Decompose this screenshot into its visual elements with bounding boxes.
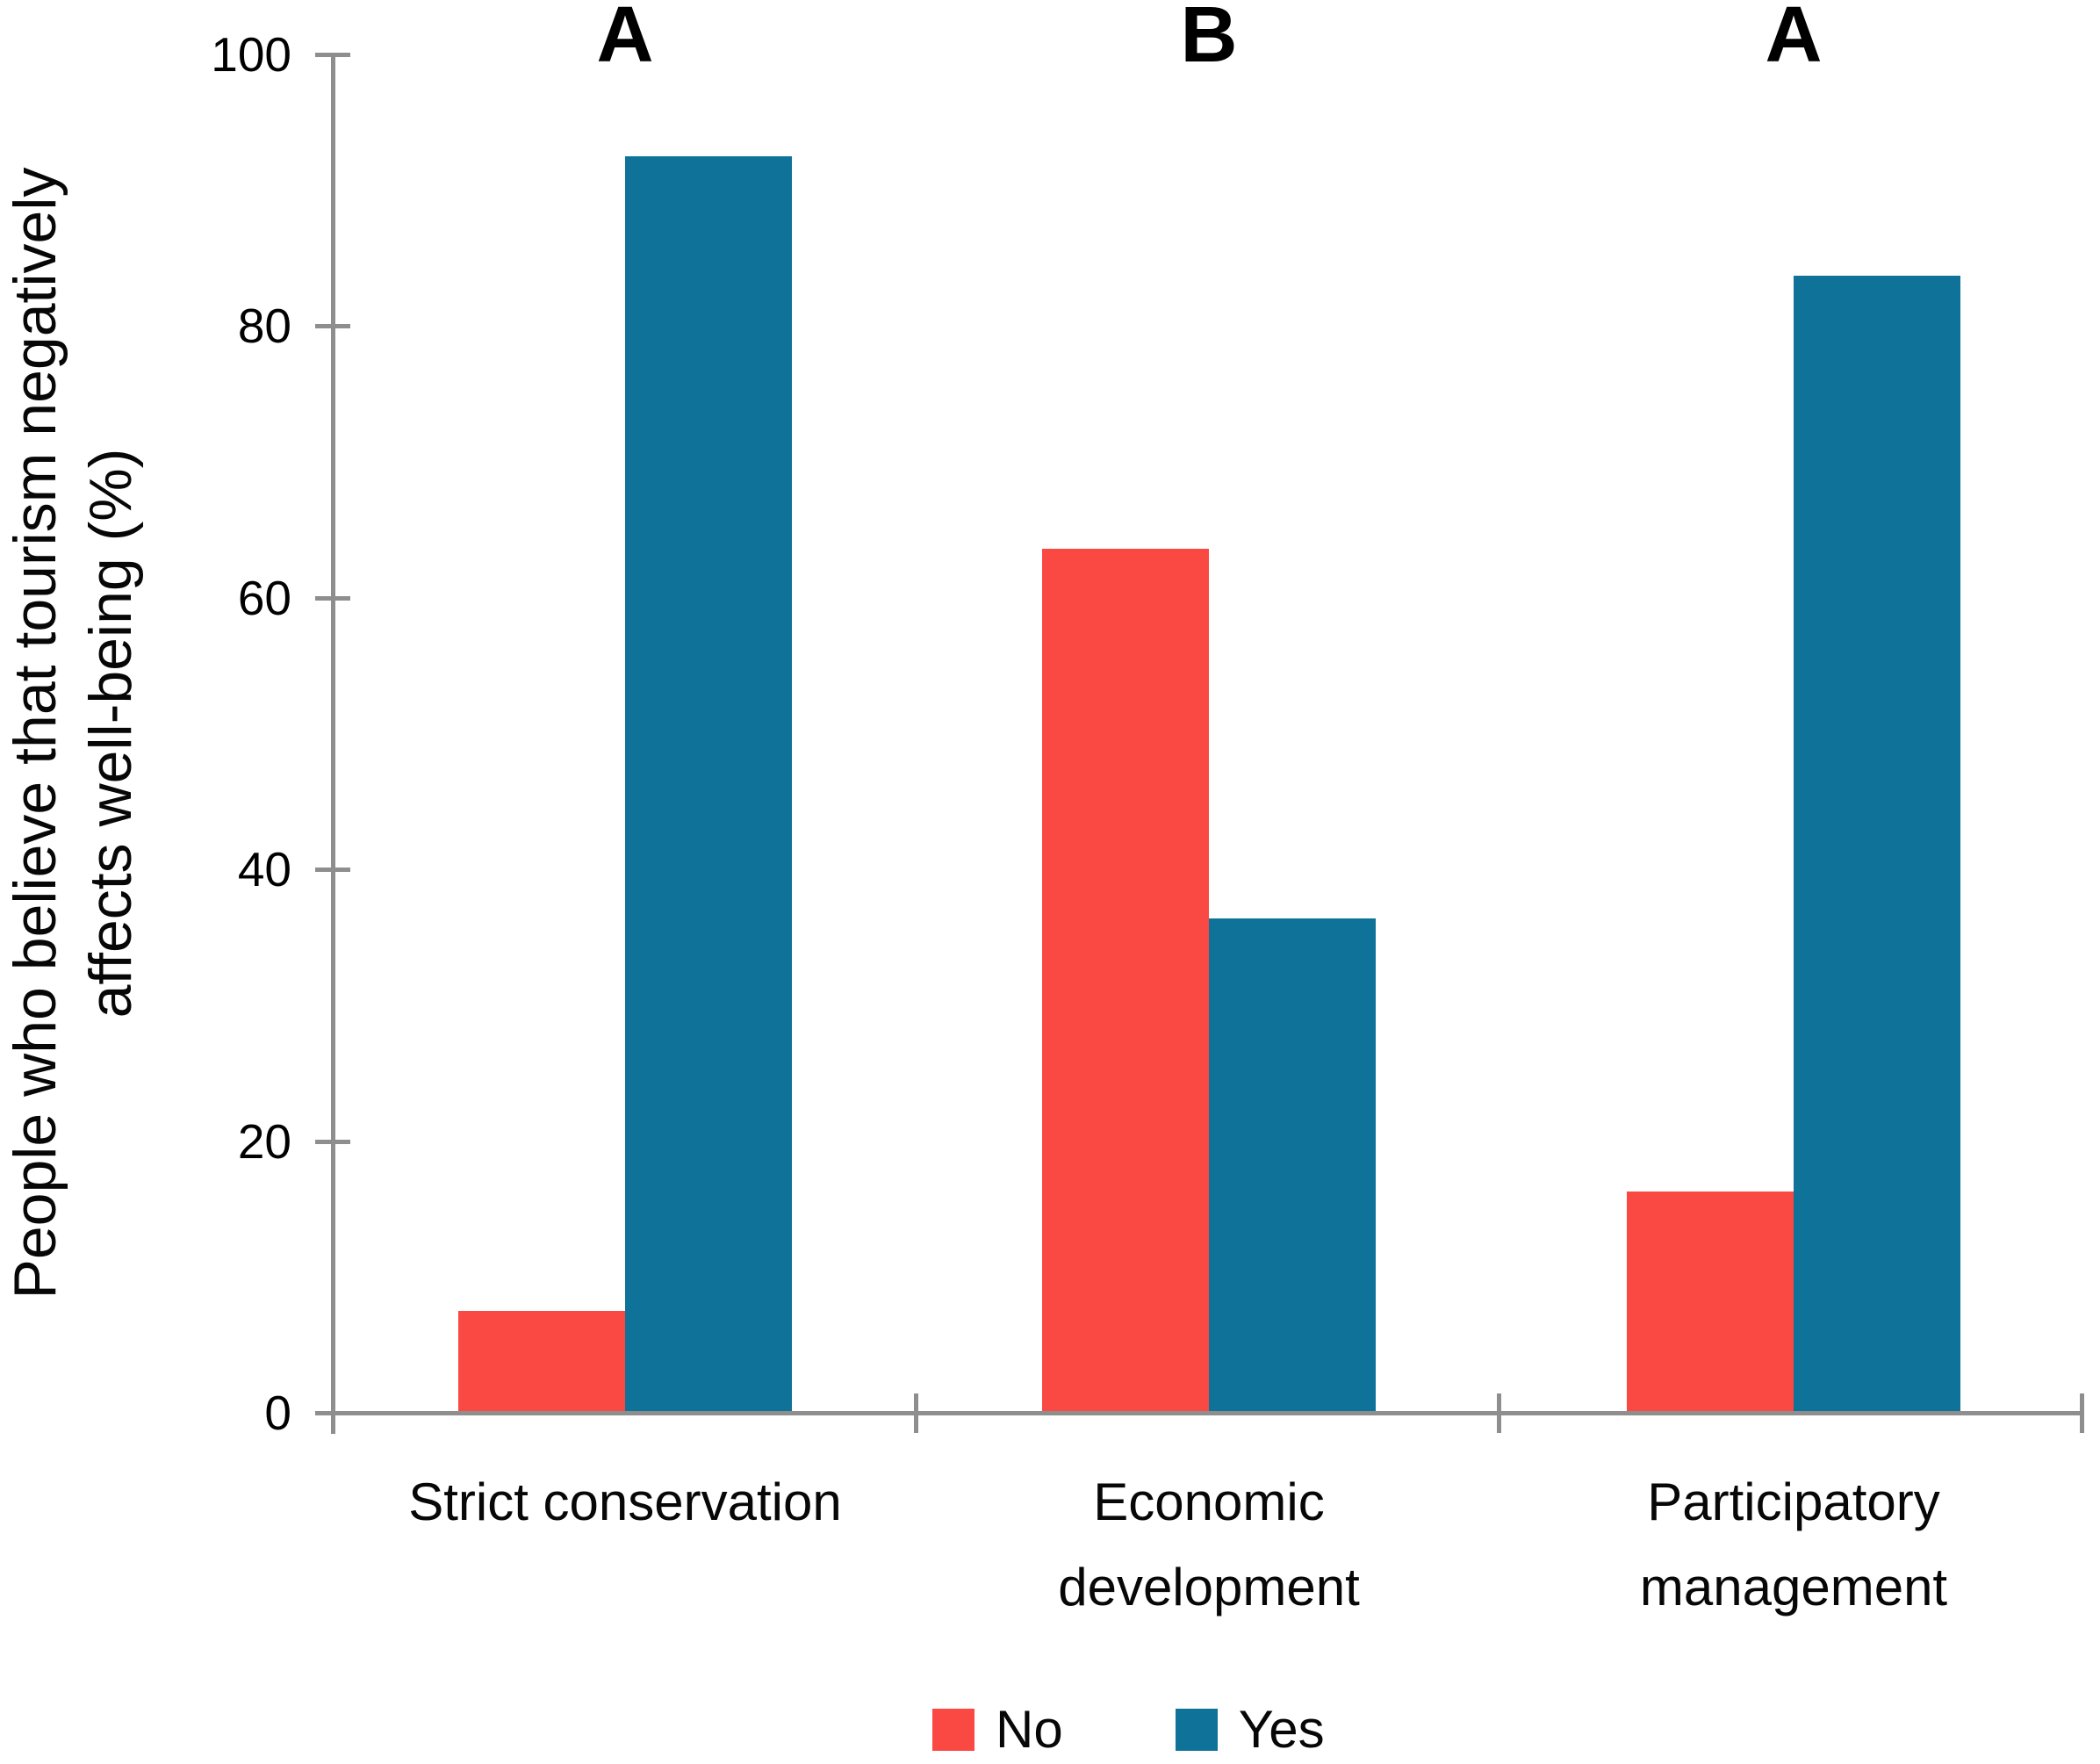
legend-swatch-no [932,1709,974,1751]
bar-yes-1 [1209,918,1376,1413]
x-tick-mark [914,1393,918,1433]
y-axis-line [331,53,335,1434]
y-axis-title: People who believe that tourism negative… [0,0,150,1480]
y-tick-label: 80 [237,299,291,354]
category-label-0: Strict conservation [318,1459,932,1544]
x-axis-line [331,1411,2084,1415]
category-label-2: Participatory management [1486,1459,2100,1630]
significance-letter-2: A [1765,0,1823,79]
category-label-1: Economic development [902,1459,1516,1630]
y-axis-title-line-2: affects well-being (%) [77,448,144,1019]
x-tick-mark [1497,1393,1501,1433]
bar-no-2 [1627,1192,1794,1413]
bar-no-1 [1042,549,1209,1413]
category-label-0-line-0: Strict conservation [408,1472,842,1531]
category-label-2-line-1: management [1639,1558,1948,1616]
x-tick-mark [2080,1393,2084,1433]
legend-item-no: No [932,1703,1063,1756]
category-label-1-line-0: Economic [1093,1472,1325,1531]
category-label-2-line-0: Participatory [1647,1472,1940,1531]
legend: No Yes [932,1703,1325,1756]
significance-letter-0: A [596,0,654,79]
significance-letter-1: B [1180,0,1238,79]
bar-yes-2 [1794,276,1960,1413]
legend-label-yes: Yes [1238,1700,1325,1759]
y-tick-label: 100 [211,27,291,82]
legend-swatch-yes [1175,1709,1218,1751]
y-axis-title-line-1: People who believe that tourism negative… [2,167,68,1300]
bar-no-0 [458,1311,625,1413]
y-tick-label: 40 [237,842,291,897]
bar-yes-0 [625,156,792,1413]
y-tick-label: 0 [264,1386,291,1440]
y-tick-label: 60 [237,570,291,625]
y-tick-label: 20 [237,1113,291,1169]
category-label-1-line-1: development [1058,1558,1360,1616]
legend-item-yes: Yes [1175,1700,1325,1759]
legend-label-no: No [996,1700,1063,1759]
